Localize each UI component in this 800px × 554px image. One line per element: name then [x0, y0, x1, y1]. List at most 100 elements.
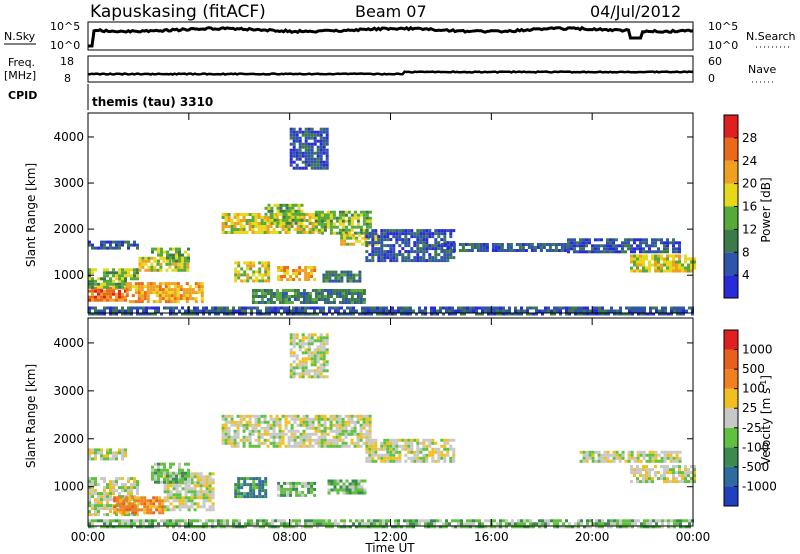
velocity-panel-cell: [103, 498, 106, 502]
power-panel-cell: [642, 266, 645, 270]
velocity-panel-cell: [648, 450, 652, 454]
velocity-panel-cell: [298, 493, 302, 497]
power-panel-cell: [670, 312, 673, 316]
power-panel-cell: [332, 292, 336, 295]
velocity-panel-cell: [328, 525, 331, 529]
power-panel-cell: [196, 309, 199, 313]
power-panel-cell: [401, 229, 405, 233]
power-panel-cell: [292, 272, 296, 275]
velocity-panel-cell: [648, 456, 652, 460]
velocity-panel-cell: [242, 426, 246, 430]
velocity-panel-cell: [422, 456, 426, 460]
power-panel-cell: [112, 279, 115, 283]
velocity-panel-cell: [449, 456, 453, 460]
velocity-panel-cell: [148, 525, 151, 529]
power-panel-cell: [678, 266, 681, 270]
power-panel-cell: [433, 309, 436, 313]
power-panel-cell: [254, 292, 258, 295]
power-panel-cell: [292, 127, 296, 131]
velocity-panel-cell: [302, 432, 306, 436]
velocity-panel-cell: [181, 487, 185, 491]
velocity-panel-cell: [690, 465, 693, 469]
velocity-panel-cell: [283, 519, 286, 523]
velocity-panel-cell: [386, 456, 390, 460]
power-panel-cell: [295, 309, 298, 313]
power-panel-cell: [666, 260, 669, 264]
velocity-panel-cell: [181, 505, 185, 509]
power-panel-cell: [652, 312, 655, 316]
power-panel-cell: [178, 247, 181, 251]
power-panel-cell: [413, 256, 417, 260]
velocity-panel-cell: [214, 519, 217, 523]
power-panel-cell: [509, 249, 513, 252]
power-panel-cell: [268, 309, 271, 313]
velocity-panel-cell: [280, 484, 284, 488]
velocity-panel-cell: [214, 525, 217, 529]
velocity-panel-cell: [172, 474, 175, 478]
power-panel-cell: [164, 288, 168, 292]
power-panel-cell: [344, 295, 348, 298]
power-panel-cell: [527, 243, 531, 246]
velocity-panel-cell: [325, 522, 328, 526]
x-tick-label: 04:00: [172, 530, 207, 544]
velocity-panel-cell: [440, 450, 444, 454]
power-panel-cell: [152, 300, 156, 304]
colorbar-tick-label: -1000: [742, 479, 777, 493]
velocity-panel-cell: [249, 483, 253, 487]
velocity-panel-cell: [654, 465, 657, 469]
velocity-panel-cell: [425, 447, 429, 451]
power-panel-cell: [185, 282, 189, 286]
velocity-panel-cell: [628, 522, 631, 526]
velocity-panel-cell: [344, 444, 348, 448]
velocity-panel-cell: [341, 444, 345, 448]
power-panel-cell: [361, 312, 364, 316]
velocity-panel-cell: [348, 482, 352, 486]
power-panel-cell: [347, 289, 351, 292]
power-panel-cell: [352, 306, 355, 310]
power-panel-cell: [657, 269, 660, 273]
power-panel-cell: [154, 259, 157, 263]
velocity-panel-cell: [359, 444, 363, 448]
power-panel-cell: [273, 203, 277, 207]
velocity-panel-cell: [600, 456, 604, 460]
velocity-panel-cell: [295, 372, 299, 376]
power-panel-cell: [655, 309, 658, 313]
velocity-panel-cell: [251, 414, 255, 418]
power-panel-cell: [580, 306, 583, 310]
power-panel-cell: [598, 306, 601, 310]
velocity-panel-cell: [356, 414, 360, 418]
power-panel-cell: [271, 309, 274, 313]
velocity-panel-cell: [184, 474, 187, 478]
x-tick-label: 00:00: [676, 530, 711, 544]
velocity-panel-cell: [323, 441, 327, 445]
velocity-panel-cell: [149, 505, 153, 509]
power-panel-cell: [100, 289, 103, 293]
velocity-panel-cell: [326, 417, 330, 421]
velocity-panel-cell: [187, 487, 191, 491]
power-panel-cell: [335, 216, 339, 220]
velocity-panel-cell: [313, 357, 317, 361]
velocity-panel-cell: [311, 417, 315, 421]
velocity-panel-cell: [661, 525, 664, 529]
velocity-panel-cell: [257, 429, 261, 433]
power-panel-cell: [355, 239, 359, 243]
power-panel-cell: [630, 247, 633, 251]
power-panel-cell: [325, 151, 329, 155]
power-panel-cell: [286, 309, 289, 313]
velocity-panel-cell: [257, 420, 261, 424]
velocity-panel-cell: [287, 438, 291, 442]
velocity-panel-cell: [130, 525, 133, 529]
velocity-panel-cell: [679, 525, 682, 529]
power-panel-cell: [289, 142, 293, 146]
power-panel-cell: [288, 203, 292, 207]
velocity-panel-cell: [612, 456, 616, 460]
velocity-panel-cell: [428, 438, 432, 442]
power-panel-cell: [538, 309, 541, 313]
power-panel-cell: [323, 298, 327, 301]
velocity-panel-cell: [97, 501, 100, 505]
power-panel-cell: [437, 259, 441, 263]
power-panel-cell: [335, 225, 339, 229]
power-panel-cell: [147, 268, 151, 272]
velocity-panel-cell: [310, 525, 313, 529]
power-panel-cell: [329, 222, 333, 226]
